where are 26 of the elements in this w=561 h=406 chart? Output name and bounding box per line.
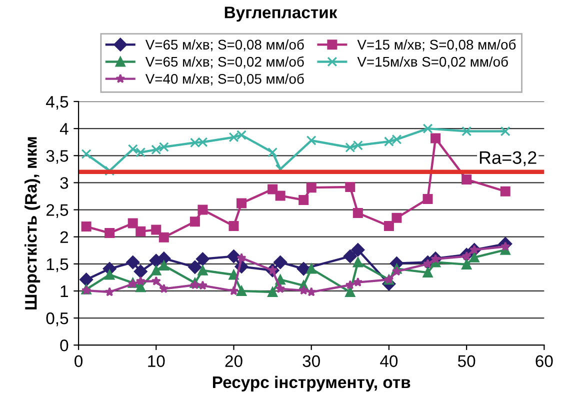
y-tick-label: 3,5	[46, 150, 68, 164]
y-tick-label: 2	[60, 231, 68, 243]
y-tick-label: 1,5	[46, 258, 68, 272]
y-axis-title: Шорсткість (Ra), мкм	[24, 137, 40, 310]
legend-label: V=65 м/хв; S=0,08 мм/об	[145, 39, 304, 52]
y-tick-label: 0,5	[46, 312, 68, 326]
x-axis-title: Ресурс інструменту, отв	[213, 376, 410, 392]
y-tick-label: 4	[60, 123, 68, 135]
x-tick-label: 0	[74, 355, 83, 368]
x-tick-label: 10	[148, 355, 165, 368]
legend-label: V=40 м/хв; S=0,05 мм/об	[145, 73, 304, 86]
chart-title: Вуглепластик	[224, 6, 338, 22]
legend-label: V=65 м/хв; S=0,02 мм/об	[145, 56, 304, 68]
legend-label: V=15м/хв S=0,02 мм/об	[357, 56, 508, 68]
x-tick-label: 20	[225, 355, 242, 368]
y-tick-label: 1	[60, 286, 68, 298]
y-tick-label: 3	[60, 177, 68, 189]
y-tick-label: 0	[60, 340, 68, 352]
x-tick-label: 60	[536, 355, 553, 368]
x-tick-label: 50	[458, 355, 476, 368]
legend-label: V=15 м/хв; S=0,08 мм/об	[357, 39, 516, 52]
ref-line-label: Ra=3,2	[480, 151, 536, 166]
x-tick-label: 30	[302, 355, 320, 368]
y-tick-label: 2,5	[46, 204, 68, 218]
y-tick-label: 4,5	[46, 96, 68, 110]
x-tick-label: 40	[380, 355, 398, 368]
